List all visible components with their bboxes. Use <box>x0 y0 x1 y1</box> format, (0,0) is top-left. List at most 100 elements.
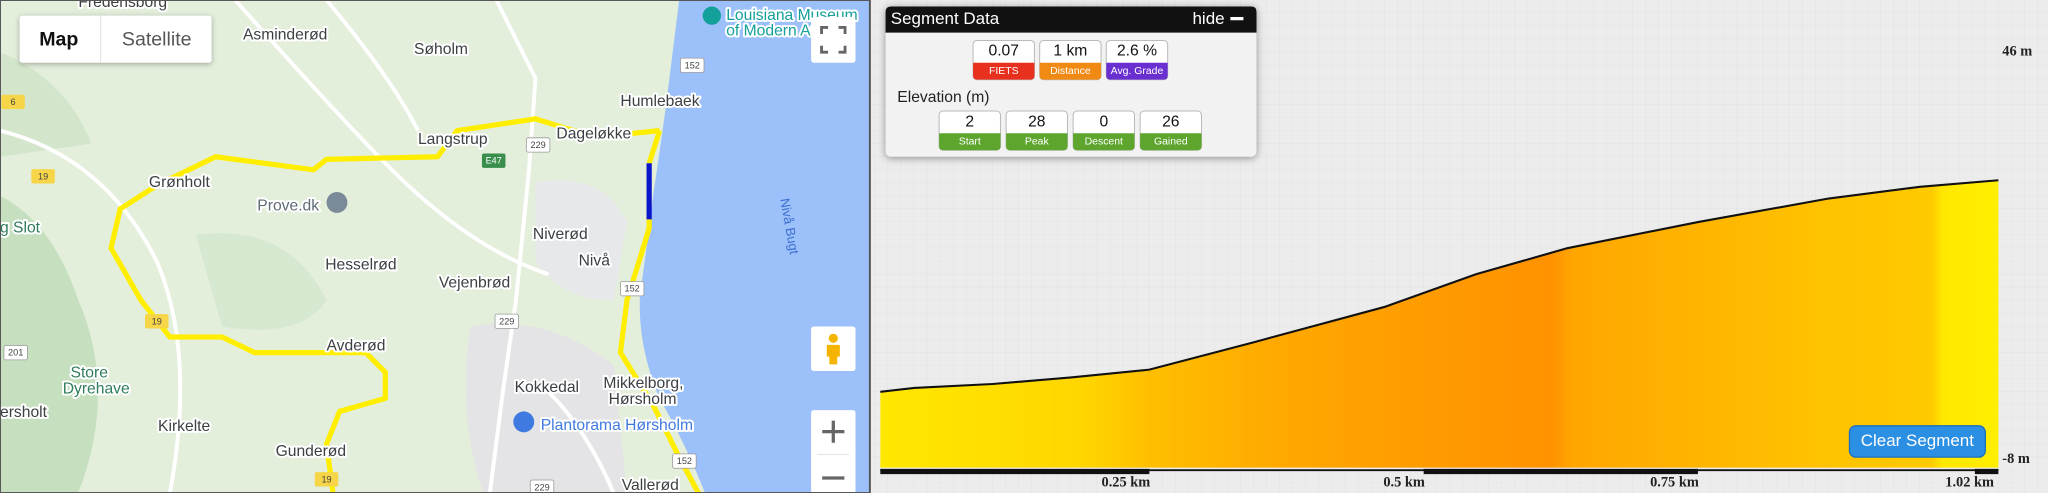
place-label: Dageløkke <box>556 126 631 143</box>
place-label: Avderød <box>327 337 386 354</box>
poi-icon <box>702 6 721 25</box>
place-label: g Slot <box>0 220 41 237</box>
zoom-in-button[interactable] <box>822 420 845 443</box>
elevation-heading: Elevation (m) <box>897 89 989 106</box>
road-shield <box>494 313 519 329</box>
clear-segment-button[interactable] <box>1848 425 1986 458</box>
place-label: Store <box>71 365 109 382</box>
stat-label: Start <box>959 136 981 147</box>
road-shield-label: 152 <box>677 456 692 466</box>
stat-box-label-bg <box>1106 62 1168 80</box>
place-label: Vallerød <box>622 477 679 493</box>
pegman-icon <box>828 333 838 343</box>
road-shield-label: 19 <box>152 316 162 326</box>
x-label: 0.25 km <box>1102 475 1151 491</box>
road-shield <box>481 153 506 168</box>
road-shield <box>144 314 169 329</box>
y-label: -8 m <box>2002 451 2030 467</box>
stat-box-label-bg <box>1073 133 1135 151</box>
forest <box>0 195 98 493</box>
place-label: Prove.dk <box>257 198 319 215</box>
road-shields: 152 E47 229 19 229 152 19 201 6 152 19 229 <box>1 57 705 493</box>
stat-label: Peak <box>1025 136 1050 147</box>
fullscreen-icon <box>820 25 847 54</box>
panel-title: Segment Data <box>891 9 1000 28</box>
map[interactable]: Fredensborg Asminderød Søholm Louisiana … <box>0 0 870 493</box>
stat-value: 26 <box>1162 113 1180 130</box>
road-shield-label: 152 <box>625 284 640 294</box>
road-shield-label: 152 <box>685 60 700 70</box>
place-label: Kokkedal <box>515 379 579 396</box>
stat-value: 1 km <box>1053 43 1087 60</box>
place-label: Vejenbrød <box>439 275 510 292</box>
place-label: Gunderød <box>276 443 347 460</box>
pegman-icon <box>826 344 840 365</box>
panel-header <box>885 6 1257 33</box>
stat-label: FIETS <box>989 66 1019 77</box>
stat-box-label-bg <box>939 133 1001 151</box>
place-label: Grønholt <box>149 174 211 191</box>
map-button[interactable]: Map <box>39 29 78 51</box>
road-shield <box>680 57 705 73</box>
stat-value: 2 <box>965 113 974 130</box>
x-label: 0.75 km <box>1650 475 1699 491</box>
place-label: Søholm <box>414 41 468 58</box>
urban <box>535 180 627 301</box>
stat-boxes: 0.07 FIETS 1 km Distance 2.6 % Avg. Grade 2 Sta… <box>938 39 1203 151</box>
place-label: Fredensborg <box>78 0 167 11</box>
place-label: Asminderød <box>243 26 327 43</box>
stat-label: Avg. Grade <box>1111 66 1164 77</box>
place-label: Nivå <box>579 251 611 269</box>
road-shield <box>314 472 339 487</box>
x-label: 0.5 km <box>1383 475 1425 491</box>
forest <box>0 52 92 157</box>
road-shield <box>31 169 55 184</box>
road-shield-label: 6 <box>11 97 16 107</box>
place-label: Hesselrød <box>325 256 396 273</box>
map-type-control <box>19 15 212 63</box>
place-label: Mikkelborg, <box>603 375 683 392</box>
stat-box-label-bg <box>973 62 1035 80</box>
place-label: Humlebaek <box>620 93 699 110</box>
stat-value: 0 <box>1099 113 1108 130</box>
roads <box>0 0 616 493</box>
forest <box>195 233 327 330</box>
clear-segment-label: Clear Segment <box>1861 431 1974 450</box>
place-label: Kirkelte <box>158 418 210 435</box>
stat-box-label-bg <box>1140 133 1202 151</box>
road-shield <box>1 94 25 110</box>
hide-toggle[interactable]: hide <box>1192 9 1224 28</box>
place-label: Niverød <box>533 226 588 243</box>
road-shield-label: 229 <box>499 316 514 326</box>
road-shield-label: 229 <box>534 482 549 492</box>
place-label: Langstrup <box>418 131 488 148</box>
road-shield-label: 201 <box>8 348 23 358</box>
stat-value: 28 <box>1028 113 1046 130</box>
elevation-area <box>880 180 1999 468</box>
place-label: of Modern Art <box>726 22 821 39</box>
satellite-button[interactable]: Satellite <box>122 29 192 51</box>
road-shield <box>672 453 697 469</box>
road-shield-label: 19 <box>38 171 48 181</box>
stat-box-label-bg <box>1006 133 1068 151</box>
poi-icon <box>513 411 535 433</box>
place-label: Hørsholm <box>609 391 677 408</box>
hide-icon <box>1230 16 1244 21</box>
place-label: Dyrehave <box>63 380 130 397</box>
road-shield <box>3 345 28 361</box>
x-label: 1.02 km <box>1945 475 1994 491</box>
poi-icon <box>326 192 348 213</box>
place-label: Plantorama Hørsholm <box>541 417 693 434</box>
road-shield <box>525 137 551 153</box>
stat-value: 2.6 % <box>1117 43 1157 60</box>
route <box>108 116 660 493</box>
elevation-line <box>880 179 1999 393</box>
fullscreen-button[interactable] <box>811 16 856 63</box>
y-label: 46 m <box>2002 44 2032 60</box>
stat-value: 0.07 <box>989 43 1019 60</box>
stat-box-label-bg <box>1039 62 1102 80</box>
road-shield <box>529 479 555 493</box>
road-shield-label: E47 <box>486 156 502 166</box>
